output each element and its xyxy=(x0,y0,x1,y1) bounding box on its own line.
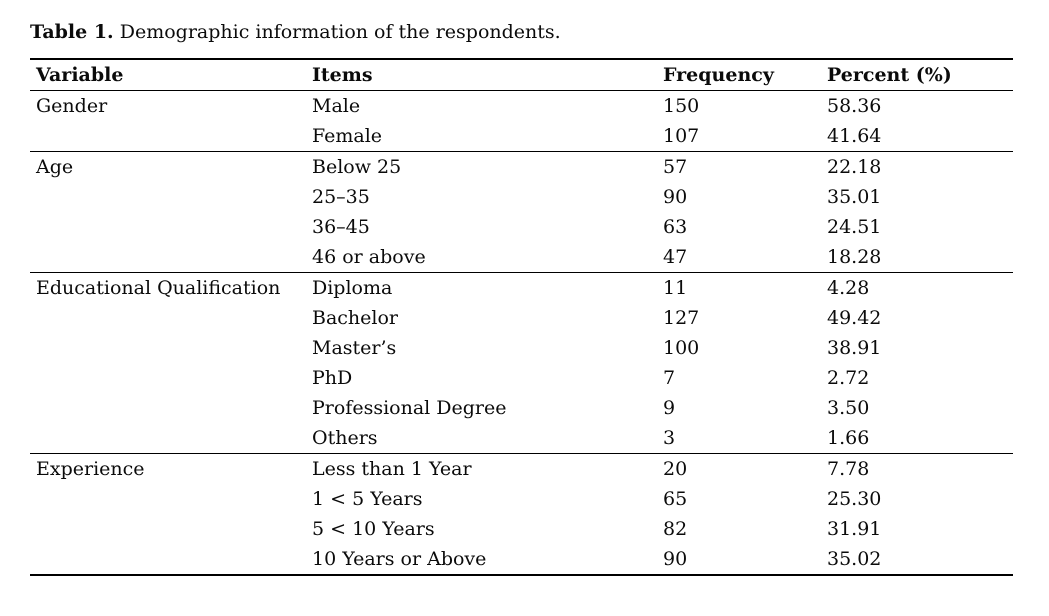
cell-variable xyxy=(30,212,306,242)
cell-frequency: 65 xyxy=(663,488,688,510)
cell-percent: 3.50 xyxy=(827,397,870,419)
cell-item: Less than 1 Year xyxy=(306,453,657,484)
table-caption: Table 1. Demographic information of the … xyxy=(30,21,561,43)
cell-variable: Age xyxy=(30,151,306,182)
cell-item: 46 or above xyxy=(312,246,426,268)
cell-frequency: 82 xyxy=(663,518,688,540)
cell-item: Below 25 xyxy=(306,151,657,182)
column-header-variable: Variable xyxy=(30,59,306,91)
cell-item: 1 < 5 Years xyxy=(312,488,423,510)
cell-item: 36–45 xyxy=(312,216,370,238)
table-caption-text: Demographic information of the responden… xyxy=(119,21,561,43)
cell-frequency: 107 xyxy=(663,125,700,147)
cell-variable xyxy=(30,544,306,575)
cell-percent: 22.18 xyxy=(821,151,1013,182)
cell-variable xyxy=(30,182,306,212)
cell-frequency: 47 xyxy=(663,246,688,268)
cell-variable xyxy=(30,514,306,544)
table-row: 36–45 63 24.51 xyxy=(30,212,1013,242)
cell-percent: 38.91 xyxy=(827,337,882,359)
cell-variable xyxy=(30,121,306,152)
cell-frequency: 57 xyxy=(657,151,821,182)
header-row: Variable Items Frequency Percent (%) xyxy=(30,59,1013,91)
cell-item: Professional Degree xyxy=(312,397,507,419)
cell-percent: 25.30 xyxy=(827,488,882,510)
column-header-items: Items xyxy=(306,59,657,91)
table-row: 25–35 90 35.01 xyxy=(30,182,1013,212)
cell-item: Male xyxy=(312,95,361,117)
cell-frequency: 150 xyxy=(663,95,700,117)
cell-frequency: 90 xyxy=(663,548,688,570)
cell-percent: 18.28 xyxy=(827,246,882,268)
table-row: Professional Degree 9 3.50 xyxy=(30,393,1013,423)
cell-item: Bachelor xyxy=(312,307,399,329)
cell-variable xyxy=(30,363,306,393)
cell-item: 25–35 xyxy=(312,186,370,208)
cell-item: 10 Years or Above xyxy=(312,548,487,570)
table-row: Others 3 1.66 xyxy=(30,423,1013,454)
table-row: Gender Male 150 58.36 xyxy=(30,91,1013,122)
demographics-table: Variable Items Frequency Percent (%) Gen… xyxy=(30,58,1013,576)
cell-percent: 4.28 xyxy=(821,272,1013,303)
cell-item: PhD xyxy=(312,367,353,389)
cell-variable: Educational Qualification xyxy=(30,272,306,303)
cell-variable xyxy=(30,393,306,423)
cell-percent: 24.51 xyxy=(827,216,882,238)
table-row: Age Below 25 57 22.18 xyxy=(30,151,1013,182)
cell-percent: 58.36 xyxy=(827,95,882,117)
cell-variable xyxy=(30,333,306,363)
cell-percent: 35.02 xyxy=(827,548,882,570)
cell-variable: Experience xyxy=(30,453,306,484)
table-body: Gender Male 150 58.36 Female 107 41.64 Age Below… xyxy=(30,91,1013,576)
cell-percent: 41.64 xyxy=(827,125,882,147)
cell-variable xyxy=(30,423,306,454)
table-row: 1 < 5 Years 65 25.30 xyxy=(30,484,1013,514)
table-caption-label: Table 1. xyxy=(30,21,114,43)
table-row: Bachelor 127 49.42 xyxy=(30,303,1013,333)
table-row: Master’s 100 38.91 xyxy=(30,333,1013,363)
cell-frequency: 100 xyxy=(663,337,700,359)
cell-frequency: 7 xyxy=(663,367,676,389)
table-row: 10 Years or Above 90 35.02 xyxy=(30,544,1013,575)
cell-item: Master’s xyxy=(312,337,397,359)
column-header-percent: Percent (%) xyxy=(821,59,1013,91)
cell-frequency: 11 xyxy=(657,272,821,303)
cell-frequency: 90 xyxy=(663,186,688,208)
table-row: 5 < 10 Years 82 31.91 xyxy=(30,514,1013,544)
cell-percent: 7.78 xyxy=(821,453,1013,484)
cell-variable: Gender xyxy=(36,95,108,117)
cell-frequency: 9 xyxy=(663,397,676,419)
cell-variable xyxy=(30,484,306,514)
table-row: 46 or above 47 18.28 xyxy=(30,242,1013,273)
cell-item: 5 < 10 Years xyxy=(312,518,435,540)
cell-item: Diploma xyxy=(306,272,657,303)
cell-frequency: 127 xyxy=(663,307,700,329)
cell-item: Female xyxy=(312,125,383,147)
table-header: Variable Items Frequency Percent (%) xyxy=(30,59,1013,91)
table-row: Educational Qualification Diploma 11 4.28 xyxy=(30,272,1013,303)
cell-frequency: 3 xyxy=(663,427,676,449)
cell-percent: 31.91 xyxy=(827,518,882,540)
column-header-frequency: Frequency xyxy=(657,59,821,91)
cell-percent: 35.01 xyxy=(827,186,882,208)
table-row: Experience Less than 1 Year 20 7.78 xyxy=(30,453,1013,484)
cell-frequency: 20 xyxy=(657,453,821,484)
table-row: PhD 7 2.72 xyxy=(30,363,1013,393)
cell-variable xyxy=(30,303,306,333)
table-row: Female 107 41.64 xyxy=(30,121,1013,152)
cell-percent: 49.42 xyxy=(827,307,882,329)
cell-frequency: 63 xyxy=(663,216,688,238)
cell-percent: 1.66 xyxy=(827,427,870,449)
cell-item: Others xyxy=(312,427,378,449)
cell-variable xyxy=(30,242,306,273)
cell-percent: 2.72 xyxy=(827,367,870,389)
